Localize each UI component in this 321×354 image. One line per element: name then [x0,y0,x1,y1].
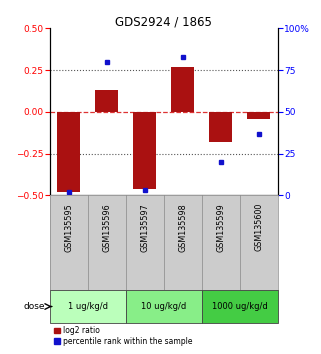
Text: GSM135599: GSM135599 [216,203,225,252]
Title: GDS2924 / 1865: GDS2924 / 1865 [115,15,212,28]
Text: GSM135598: GSM135598 [178,203,187,252]
Bar [133,112,156,189]
Text: GSM135597: GSM135597 [140,203,149,252]
Text: 10 ug/kg/d: 10 ug/kg/d [141,302,186,311]
Bar [50,290,126,324]
Text: dose: dose [24,302,45,311]
Bar [126,290,202,324]
Bar [247,112,270,119]
Text: GSM135596: GSM135596 [102,203,111,252]
Text: 1000 ug/kg/d: 1000 ug/kg/d [212,302,268,311]
Bar [171,67,194,112]
Text: GSM135600: GSM135600 [254,203,263,251]
Bar [202,290,278,324]
Bar [95,90,118,112]
Text: 1 ug/kg/d: 1 ug/kg/d [68,302,108,311]
Text: GSM135595: GSM135595 [64,203,73,252]
Bar [209,112,232,142]
Bar [57,112,80,192]
Legend: log2 ratio, percentile rank within the sample: log2 ratio, percentile rank within the s… [54,326,192,346]
